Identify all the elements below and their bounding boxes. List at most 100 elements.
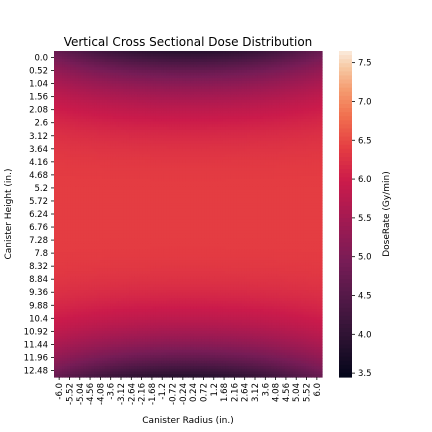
heatmap-cell: [228, 146, 232, 150]
heatmap-cell: [206, 99, 211, 104]
heatmap-cell: [59, 184, 63, 188]
heatmap-cell: [153, 108, 157, 112]
heatmap-cell: [147, 146, 152, 150]
heatmap-cell: [230, 143, 235, 147]
heatmap-cell: [193, 86, 197, 90]
heatmap-cell: [169, 89, 173, 93]
heatmap-cell: [99, 132, 103, 136]
heatmap-cell: [155, 56, 160, 60]
heatmap-cell: [88, 173, 93, 177]
heatmap-cell: [185, 91, 189, 96]
heatmap-cell: [289, 165, 294, 169]
heatmap-cell: [305, 118, 310, 123]
heatmap-cell: [220, 83, 224, 87]
heatmap-cell: [308, 83, 312, 87]
heatmap-cell: [214, 70, 219, 74]
heatmap-cell: [153, 129, 157, 134]
heatmap-cell: [56, 148, 60, 153]
heatmap-cell: [177, 97, 181, 101]
heatmap-cell: [94, 127, 98, 131]
heatmap-cell: [212, 143, 216, 147]
heatmap-cell: [131, 110, 135, 115]
heatmap-cell: [303, 64, 307, 68]
heatmap-cell: [252, 146, 256, 150]
heatmap-cell: [118, 184, 122, 188]
heatmap-cell: [263, 124, 267, 128]
heatmap-cell: [255, 64, 259, 68]
heatmap-cell: [56, 132, 60, 136]
heatmap-cell: [185, 105, 189, 109]
heatmap-cell: [193, 162, 197, 166]
heatmap-cell: [137, 75, 141, 79]
heatmap-cell: [289, 105, 294, 109]
heatmap-cell: [112, 113, 117, 117]
heatmap-cell: [268, 102, 272, 106]
heatmap-cell: [129, 140, 133, 144]
heatmap-cell: [88, 184, 93, 188]
heatmap-cell: [72, 181, 77, 185]
heatmap-cell: [230, 75, 235, 79]
heatmap-cell: [308, 148, 312, 153]
heatmap-cell: [104, 118, 109, 123]
heatmap-cell: [255, 184, 259, 188]
heatmap-cell: [225, 102, 229, 106]
heatmap-cell: [273, 105, 278, 109]
heatmap-cell: [115, 175, 119, 180]
heatmap-cell: [166, 83, 170, 87]
heatmap-cell: [204, 151, 208, 155]
heatmap-cell: [83, 78, 87, 82]
heatmap-cell: [86, 72, 90, 77]
heatmap-cell: [118, 143, 122, 147]
heatmap-cell: [104, 64, 109, 68]
heatmap-cell: [273, 116, 278, 120]
heatmap-cell: [134, 86, 138, 90]
heatmap-cell: [281, 165, 286, 169]
heatmap-cell: [102, 173, 106, 177]
heatmap-cell: [161, 151, 165, 155]
heatmap-cell: [241, 132, 245, 136]
heatmap-cell: [142, 121, 146, 125]
heatmap-cell: [284, 99, 288, 104]
heatmap-cell: [281, 105, 286, 109]
heatmap-cell: [279, 99, 283, 104]
heatmap-cell: [255, 72, 259, 77]
heatmap-cell: [220, 97, 224, 101]
heatmap-cell: [249, 170, 253, 174]
heatmap-cell: [263, 116, 267, 120]
heatmap-cell: [217, 118, 221, 123]
heatmap-cell: [94, 108, 98, 112]
heatmap-cell: [222, 137, 227, 142]
heatmap-cell: [287, 156, 291, 161]
heatmap-cell: [225, 175, 229, 180]
heatmap-cell: [134, 181, 138, 185]
heatmap-cell: [198, 140, 202, 144]
heatmap-cell: [300, 151, 304, 155]
heatmap-cell: [241, 167, 245, 172]
heatmap-cell: [196, 140, 200, 144]
heatmap-cell: [316, 132, 320, 136]
heatmap-cell: [260, 140, 264, 144]
heatmap-cell: [217, 167, 221, 172]
heatmap-cell: [193, 67, 197, 71]
heatmap-cell: [236, 67, 240, 71]
heatmap-cell: [174, 162, 178, 166]
heatmap-cell: [190, 72, 194, 77]
heatmap-cell: [150, 70, 154, 74]
heatmap-cell: [110, 156, 114, 161]
heatmap-cell: [257, 113, 261, 117]
heatmap-cell: [110, 127, 114, 131]
heatmap-cell: [265, 121, 269, 125]
heatmap-cell: [83, 59, 87, 63]
heatmap-cell: [230, 108, 235, 112]
heatmap-cell: [220, 59, 224, 63]
heatmap-cell: [257, 108, 261, 112]
heatmap-cell: [204, 167, 208, 172]
heatmap-cell: [67, 118, 71, 123]
heatmap-cell: [161, 156, 165, 161]
heatmap-cell: [110, 159, 114, 163]
heatmap-cell: [147, 102, 152, 106]
heatmap-cell: [225, 72, 229, 77]
heatmap-cell: [284, 72, 288, 77]
heatmap-cell: [244, 137, 248, 142]
heatmap-cell: [169, 184, 173, 188]
